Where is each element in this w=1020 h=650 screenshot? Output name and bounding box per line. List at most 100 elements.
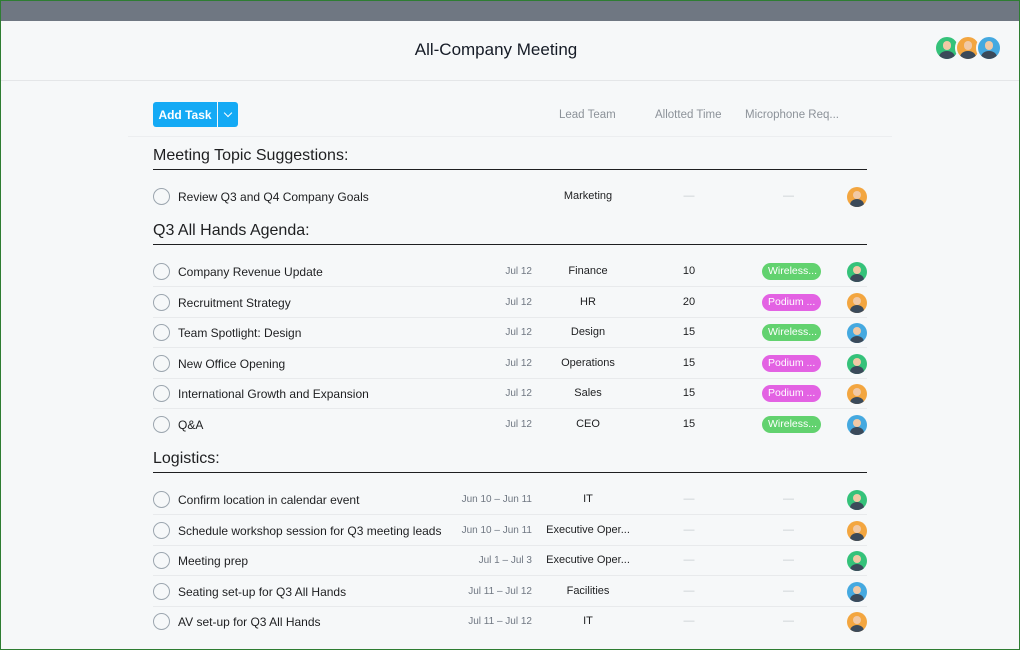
assignee-avatar[interactable] (847, 520, 867, 541)
task-lead-team[interactable]: Operations (561, 356, 615, 369)
task-due-date[interactable]: Jul 12 (505, 388, 532, 400)
task-allotted-time[interactable]: — (683, 584, 695, 597)
complete-checkbox[interactable] (153, 324, 170, 342)
section-header[interactable]: Meeting Topic Suggestions: (153, 147, 867, 170)
task-due-date[interactable]: Jul 12 (505, 296, 532, 308)
task-row[interactable]: Company Revenue Update Jul 12 Finance 10 Wir… (153, 257, 867, 287)
complete-checkbox[interactable] (153, 491, 170, 508)
assignee-avatar[interactable] (847, 384, 867, 405)
column-header-lead-team[interactable]: Lead Team (559, 109, 616, 121)
task-allotted-time[interactable]: — (683, 190, 695, 202)
assignee-avatar[interactable] (847, 490, 867, 510)
microphone-tag[interactable]: Wireless... (762, 324, 821, 342)
task-lead-team[interactable]: Sales (574, 387, 602, 400)
task-due-date[interactable]: Jul 1 – Jul 3 (478, 555, 532, 567)
task-due-date[interactable]: Jul 12 (505, 419, 532, 430)
task-allotted-time[interactable]: 15 (682, 418, 696, 430)
task-row[interactable]: International Growth and Expansion Jul 12… (153, 379, 867, 410)
complete-checkbox[interactable] (153, 293, 170, 311)
assignee-avatar[interactable] (847, 581, 867, 602)
add-task-button[interactable]: Add Task (153, 102, 217, 127)
task-row[interactable]: Confirm location in calendar event Jun 10… (153, 485, 867, 515)
task-allotted-time[interactable]: — (683, 554, 695, 567)
complete-checkbox[interactable] (153, 263, 170, 280)
task-row[interactable]: Review Q3 and Q4 Company Goals Marketing —… (153, 182, 867, 212)
task-due-date[interactable]: Jul 11 – Jul 12 (468, 616, 532, 628)
task-name[interactable]: New Office Opening (178, 356, 286, 371)
task-name[interactable]: Meeting prep (178, 554, 249, 569)
task-row[interactable]: Seating set-up for Q3 All Hands Jul 11 – … (153, 577, 867, 607)
task-name[interactable]: Recruitment Strategy (178, 295, 291, 310)
assignee-avatar[interactable] (847, 551, 867, 572)
task-lead-team[interactable]: CEO (576, 418, 600, 430)
task-allotted-time[interactable]: 15 (682, 356, 696, 369)
task-name[interactable]: Company Revenue Update (178, 265, 323, 279)
microphone-empty[interactable]: — (783, 554, 794, 567)
task-allotted-time[interactable]: — (683, 615, 695, 628)
task-lead-team[interactable]: Executive Oper... (546, 523, 630, 536)
complete-checkbox[interactable] (153, 552, 170, 570)
microphone-tag[interactable]: Podium ... (762, 354, 821, 372)
task-row[interactable]: New Office Opening Jul 12 Operations 15 Podi… (153, 349, 867, 379)
task-due-date[interactable]: Jul 11 – Jul 12 (468, 585, 532, 597)
complete-checkbox[interactable] (153, 385, 170, 403)
task-name[interactable]: Confirm location in calendar event (178, 493, 360, 507)
assignee-avatar[interactable] (847, 187, 867, 207)
task-lead-team[interactable]: Executive Oper... (546, 554, 630, 567)
task-lead-team[interactable]: IT (583, 615, 593, 628)
microphone-empty[interactable]: — (783, 615, 794, 628)
microphone-tag[interactable]: Wireless... (762, 263, 821, 280)
task-row[interactable]: AV set-up for Q3 All Hands Jul 11 – Jul 1… (153, 607, 867, 637)
task-row[interactable]: Q&A Jul 12 CEO 15 Wireless... (153, 410, 867, 440)
microphone-empty[interactable]: — (783, 584, 794, 597)
task-name[interactable]: Team Spotlight: Design (178, 326, 302, 341)
section-header[interactable]: Logistics: (153, 450, 867, 473)
task-allotted-time[interactable]: 15 (682, 326, 696, 339)
complete-checkbox[interactable] (153, 188, 170, 205)
task-row[interactable]: Recruitment Strategy Jul 12 HR 20 Podium ... (153, 288, 867, 318)
task-allotted-time[interactable]: 15 (682, 387, 696, 400)
column-header-allotted-time[interactable]: Allotted Time (655, 109, 722, 121)
task-allotted-time[interactable]: 20 (682, 295, 696, 308)
task-due-date[interactable]: Jun 10 – Jun 11 (461, 524, 532, 536)
task-due-date[interactable]: Jul 12 (505, 266, 532, 277)
task-lead-team[interactable]: Design (570, 326, 606, 339)
task-lead-team[interactable]: Facilities (566, 584, 610, 597)
task-row[interactable]: Meeting prep Jul 1 – Jul 3 Executive Oper.… (153, 546, 867, 577)
column-header-microphone[interactable]: Microphone Req... (745, 109, 839, 121)
assignee-avatar[interactable] (847, 323, 867, 344)
task-allotted-time[interactable]: — (683, 523, 695, 536)
task-name[interactable]: Q&A (178, 418, 204, 432)
task-name[interactable]: Review Q3 and Q4 Company Goals (178, 190, 369, 204)
assignee-avatar[interactable] (847, 353, 867, 374)
task-name[interactable]: AV set-up for Q3 All Hands (178, 615, 321, 630)
task-name[interactable]: International Growth and Expansion (178, 387, 369, 402)
microphone-empty[interactable]: — (783, 190, 794, 202)
complete-checkbox[interactable] (153, 416, 170, 433)
assignee-avatar[interactable] (847, 262, 867, 282)
task-allotted-time[interactable]: — (683, 493, 695, 505)
task-name[interactable]: Schedule workshop session for Q3 meeting… (178, 523, 442, 538)
task-row[interactable]: Team Spotlight: Design Jul 12 Design 15 Wire… (153, 318, 867, 349)
complete-checkbox[interactable] (153, 521, 170, 539)
assignee-avatar[interactable] (847, 292, 867, 313)
complete-checkbox[interactable] (153, 354, 170, 372)
assignee-avatar[interactable] (847, 612, 867, 633)
task-lead-team[interactable]: Finance (568, 265, 608, 277)
task-allotted-time[interactable]: 10 (682, 265, 696, 277)
task-due-date[interactable]: Jul 12 (505, 327, 532, 339)
task-lead-team[interactable]: Marketing (563, 190, 613, 202)
section-header[interactable]: Q3 All Hands Agenda: (153, 222, 867, 245)
task-row[interactable]: Schedule workshop session for Q3 meeting… (153, 516, 867, 546)
microphone-tag[interactable]: Wireless... (762, 416, 821, 433)
microphone-empty[interactable]: — (783, 493, 794, 505)
add-task-dropdown-button[interactable] (218, 102, 238, 127)
complete-checkbox[interactable] (153, 613, 170, 631)
microphone-empty[interactable]: — (783, 523, 794, 536)
project-members[interactable] (934, 35, 1002, 61)
microphone-tag[interactable]: Podium ... (762, 385, 821, 403)
task-due-date[interactable]: Jul 12 (505, 357, 532, 369)
avatar[interactable] (976, 35, 1002, 61)
task-lead-team[interactable]: IT (583, 493, 593, 505)
task-due-date[interactable]: Jun 10 – Jun 11 (461, 494, 532, 505)
